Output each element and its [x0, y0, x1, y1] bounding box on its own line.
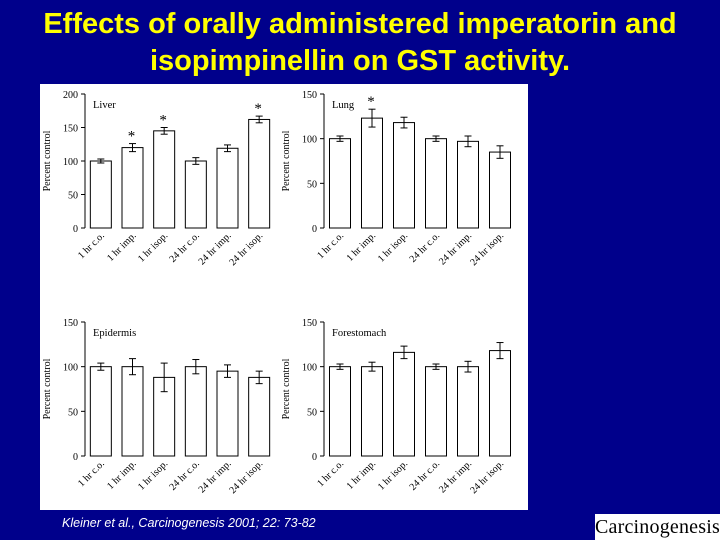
bar-charts: 0 50 100 150 200 Percent control Liver 1 hr c.o… [42, 90, 511, 496]
panel-label: Forestomach [332, 328, 387, 339]
y-axis-label: Percent control [42, 130, 53, 191]
y-tick-label: 150 [302, 318, 317, 329]
y-tick-label: 150 [63, 124, 78, 135]
bar [489, 151, 511, 229]
category-label: 24 hr isop. [227, 458, 265, 496]
y-tick-label: 50 [307, 179, 317, 190]
y-tick-label: 100 [302, 363, 317, 374]
bar [216, 147, 239, 229]
bar [329, 366, 351, 457]
category-label: 24 hr isop. [468, 458, 506, 496]
y-tick-label: 150 [63, 318, 78, 329]
bar [457, 140, 479, 229]
y-tick-label: 0 [73, 224, 78, 235]
category-label: 1 hr isop. [136, 458, 170, 492]
bar [153, 130, 176, 229]
bar [393, 122, 415, 229]
category-label: 1 hr c.o. [76, 230, 107, 261]
y-tick-label: 50 [68, 191, 78, 202]
category-label: 1 hr c.o. [76, 458, 107, 489]
bar [393, 351, 415, 457]
bar [457, 366, 479, 457]
y-tick-label: 100 [63, 363, 78, 374]
category-label: 1 hr c.o. [315, 230, 346, 261]
bar [489, 350, 511, 457]
y-axis-label: Percent control [281, 358, 292, 419]
significance-mark: * [254, 101, 262, 117]
panel-label: Lung [332, 100, 355, 111]
y-tick-label: 100 [302, 135, 317, 146]
category-label: 1 hr isop. [376, 230, 410, 264]
bar [425, 138, 447, 229]
panel-label: Epidermis [93, 328, 136, 339]
significance-mark: * [159, 113, 167, 129]
category-label: 1 hr imp. [105, 230, 139, 264]
journal-logo: Carcinogenesis [595, 514, 720, 540]
bar [89, 366, 112, 457]
y-axis-label: Percent control [42, 358, 53, 419]
significance-mark: * [367, 94, 375, 110]
category-label: 24 hr isop. [468, 230, 506, 268]
y-tick-label: 50 [68, 407, 78, 418]
category-label: 1 hr imp. [345, 230, 379, 264]
citation: Kleiner et al., Carcinogenesis 2001; 22:… [62, 516, 316, 530]
bar [248, 376, 271, 457]
y-tick-label: 50 [307, 407, 317, 418]
bar [248, 118, 271, 229]
chart-panel-lung: 0 50 100 150 Percent control Lung 1 hr c.o. * 1 … [281, 90, 511, 268]
bar [329, 138, 351, 229]
y-tick-label: 0 [312, 224, 317, 235]
category-label: 1 hr isop. [376, 458, 410, 492]
bar [184, 160, 207, 229]
y-tick-label: 200 [63, 90, 78, 101]
bar [425, 366, 447, 457]
significance-mark: * [128, 129, 136, 145]
category-label: 1 hr imp. [345, 458, 379, 492]
chart-panel-epidermis: 0 50 100 150 Percent control Epidermis 1 hr c.… [42, 318, 271, 496]
category-label: 1 hr isop. [136, 230, 170, 264]
bar [121, 147, 144, 229]
chart-panel-forestomach: 0 50 100 150 Percent control Forestomach 1 hr … [281, 318, 511, 496]
y-tick-label: 100 [63, 157, 78, 168]
slide-title: Effects of orally administered imperator… [43, 8, 677, 77]
figure-panel: 0 50 100 150 200 Percent control Liver 1 hr c.o… [40, 84, 528, 510]
category-label: 24 hr isop. [227, 230, 265, 268]
bar [361, 117, 383, 229]
bar [216, 370, 239, 457]
y-tick-label: 0 [73, 452, 78, 463]
bar [361, 366, 383, 457]
panel-label: Liver [93, 100, 116, 111]
chart-panel-liver: 0 50 100 150 200 Percent control Liver 1 hr c.o… [42, 90, 271, 268]
y-axis-label: Percent control [281, 130, 292, 191]
bar [89, 160, 112, 229]
y-tick-label: 0 [312, 452, 317, 463]
category-label: 1 hr imp. [105, 458, 139, 492]
bar [184, 366, 207, 457]
y-tick-label: 150 [302, 90, 317, 101]
bar [121, 366, 144, 457]
category-label: 1 hr c.o. [315, 458, 346, 489]
